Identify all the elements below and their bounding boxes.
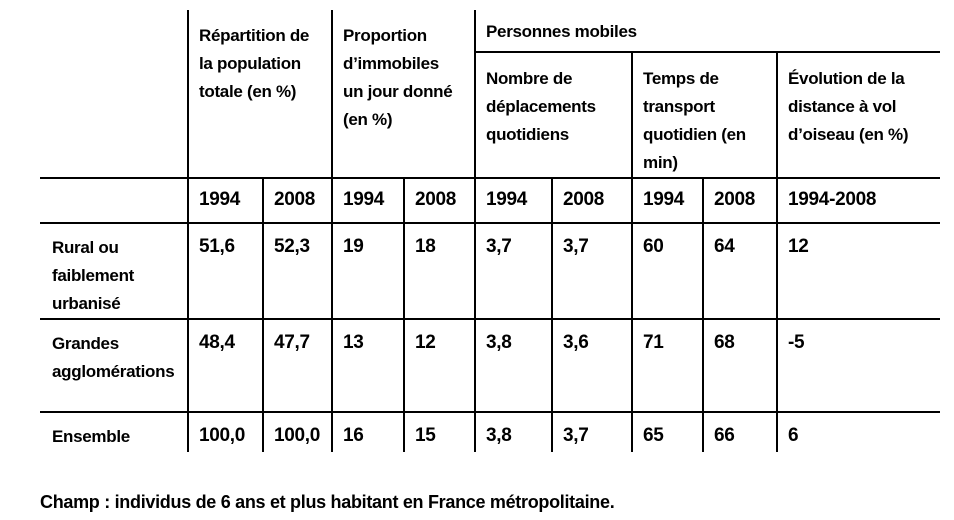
year-header: 2008 (263, 177, 333, 223)
group-header-repartition: Répartition de la population totale (en … (188, 10, 333, 178)
group-header-immobiles: Proportion d’immobiles un jour donné (en… (332, 10, 476, 178)
table-row: Grandes agglomérations 48,4 47,7 13 12 3… (40, 318, 940, 412)
document-page: Répartition de la population totale (en … (0, 10, 954, 520)
data-cell: 13 (332, 318, 405, 412)
row-label: Grandes agglomérations (40, 318, 189, 412)
data-cell: 3,6 (552, 318, 633, 412)
data-cell: 3,8 (475, 318, 553, 412)
year-header: 1994 (332, 177, 405, 223)
data-cell: 15 (404, 411, 476, 452)
table-row: Ensemble 100,0 100,0 16 15 3,8 3,7 65 66… (40, 411, 940, 452)
data-cell: 12 (404, 318, 476, 412)
table-row: Rural ou faiblement urbanisé 51,6 52,3 1… (40, 222, 940, 319)
year-header: 1994 (188, 177, 264, 223)
data-cell: 3,7 (475, 222, 553, 319)
group-header-personnes-mobiles: Personnes mobiles (475, 10, 940, 53)
data-cell: 66 (703, 411, 778, 452)
subgroup-header-distance: Évolution de la distance à vol d’oiseau … (788, 69, 909, 144)
data-cell: 100,0 (263, 411, 333, 452)
footnote-champ: Champ : individus de 6 ans et plus habit… (40, 492, 615, 512)
data-cell: 3,7 (552, 222, 633, 319)
data-cell: 16 (332, 411, 405, 452)
data-cell: 6 (777, 411, 940, 452)
data-cell: 12 (777, 222, 940, 319)
data-cell: 51,6 (188, 222, 264, 319)
data-cell: 60 (632, 222, 704, 319)
data-cell: 19 (332, 222, 405, 319)
mobility-statistics-table: Répartition de la population totale (en … (40, 10, 940, 452)
subgroup-header-deplacements: Nombre de déplacements quotidiens (475, 52, 633, 178)
corner-cell (40, 10, 189, 178)
data-cell: 64 (703, 222, 778, 319)
data-cell: 71 (632, 318, 704, 412)
data-cell: -5 (777, 318, 940, 412)
year-header: 2008 (552, 177, 633, 223)
year-header: 2008 (404, 177, 476, 223)
data-cell: 68 (703, 318, 778, 412)
subgroup-header-temps-transport: Temps de transport quotidien (en min) (632, 52, 778, 178)
data-cell: 3,7 (552, 411, 633, 452)
year-header: 1994 (475, 177, 553, 223)
data-cell: 52,3 (263, 222, 333, 319)
row-label: Ensemble (40, 411, 189, 452)
data-cell: 100,0 (188, 411, 264, 452)
year-header: 1994 (632, 177, 704, 223)
data-cell: 65 (632, 411, 704, 452)
data-cell: 47,7 (263, 318, 333, 412)
data-cell: 18 (404, 222, 476, 319)
year-header: 2008 (703, 177, 778, 223)
year-header-period: 1994-2008 (777, 177, 940, 223)
data-cell: 48,4 (188, 318, 264, 412)
row-label: Rural ou faiblement urbanisé (40, 222, 189, 319)
data-cell: 3,8 (475, 411, 553, 452)
year-header-spacer (40, 177, 189, 223)
